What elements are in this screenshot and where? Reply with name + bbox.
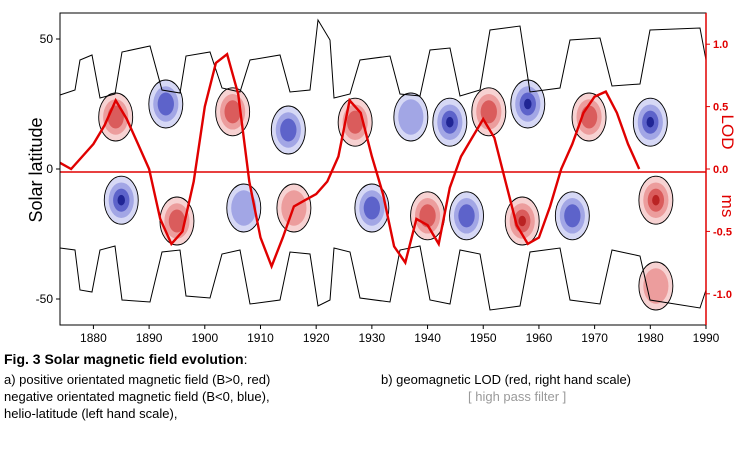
field-region	[398, 99, 424, 135]
x-tick-label: 1940	[414, 331, 441, 345]
x-tick-label: 1900	[191, 331, 218, 345]
x-tick-label: 1970	[581, 331, 608, 345]
right-tick-label: -0.5	[713, 226, 732, 238]
field-region	[458, 204, 475, 228]
outer-contour	[59, 245, 707, 311]
field-region-contour	[337, 97, 373, 147]
field-region-contour	[215, 87, 251, 137]
caption-line-b: negative orientated magnetic field (B<0,…	[4, 389, 270, 404]
right-axis: 1.0 0.5 0.0 -0.5 -1.0	[705, 13, 732, 325]
field-region-contour	[449, 191, 484, 241]
x-tick-label: 1960	[526, 331, 553, 345]
caption-title: Fig. 3 Solar magnetic field evolution:	[4, 351, 248, 367]
right-tick-label: 0.5	[713, 102, 728, 114]
plot-frame	[59, 12, 707, 326]
caption-line-c: helio-latitude (left hand scale),	[4, 406, 178, 421]
field-region	[280, 118, 297, 142]
x-tick-label: 1880	[80, 331, 107, 345]
field-region	[524, 98, 532, 110]
outer-contour	[59, 18, 707, 99]
field-region	[157, 92, 174, 116]
caption-line-e: [ high pass filter ]	[468, 389, 567, 404]
field-region-contour	[554, 191, 590, 241]
right-axis-label-lod: LOD	[718, 115, 737, 150]
field-region-contour	[393, 92, 429, 142]
field-region-contour	[504, 196, 540, 246]
field-region-contour	[432, 97, 468, 147]
field-region-contour	[103, 175, 139, 225]
field-region-contour	[571, 92, 607, 142]
x-axis: 1880 1890 1900 1910 1920 1930 1940 1950 1960 1970…	[80, 325, 720, 345]
field-region-contour	[638, 261, 674, 311]
field-region	[518, 215, 526, 227]
x-tick-label: 1910	[247, 331, 274, 345]
field-region	[168, 209, 186, 233]
x-tick-label: 1890	[136, 331, 163, 345]
right-axis-label-ms: ms	[718, 195, 737, 218]
caption-line-d: b) geomagnetic LOD (red, right hand scal…	[381, 372, 632, 387]
field-region	[346, 110, 364, 134]
field-region	[363, 196, 381, 220]
field-region-contour	[632, 97, 668, 147]
x-tick-label: 1950	[470, 331, 497, 345]
field-region	[446, 116, 454, 128]
field-region	[224, 100, 241, 124]
magnetic-field-regions	[98, 79, 674, 311]
left-tick-label: -50	[36, 292, 54, 306]
chart: 1880 1890 1900 1910 1920 1930 1940 1950 1960 1970…	[26, 12, 737, 345]
x-tick-label: 1930	[359, 331, 386, 345]
x-tick-label: 1980	[637, 331, 664, 345]
field-region	[643, 268, 669, 304]
right-tick-label: 0.0	[713, 164, 728, 176]
caption-line-a: a) positive orientated magnetic field (B…	[4, 372, 271, 387]
field-region	[652, 194, 660, 206]
field-region	[564, 204, 581, 228]
field-region	[580, 105, 598, 129]
left-tick-label: 0	[46, 162, 53, 176]
field-region-contour	[354, 183, 390, 233]
right-tick-label: 1.0	[713, 39, 728, 51]
right-tick-label: -1.0	[713, 289, 732, 301]
field-region-contour	[270, 105, 306, 155]
field-region-contour	[148, 79, 184, 129]
x-tick-label: 1990	[693, 331, 720, 345]
left-axis-label: Solar latitude	[26, 117, 46, 222]
field-region-contour	[226, 183, 262, 233]
field-region-contour	[98, 92, 134, 142]
field-region	[646, 116, 655, 128]
field-region	[117, 194, 125, 206]
field-region-contour	[276, 183, 312, 233]
left-tick-label: 50	[40, 32, 54, 46]
x-tick-label: 1920	[303, 331, 330, 345]
field-region-contour	[638, 175, 674, 225]
left-axis: 50 0 -50	[36, 32, 60, 306]
contour-lines	[59, 18, 707, 311]
field-region	[480, 100, 497, 124]
field-region-contour	[471, 87, 507, 137]
field-region	[231, 190, 257, 226]
lod-series-line	[59, 52, 641, 270]
figure-caption: Fig. 3 Solar magnetic field evolution: a…	[0, 351, 754, 451]
